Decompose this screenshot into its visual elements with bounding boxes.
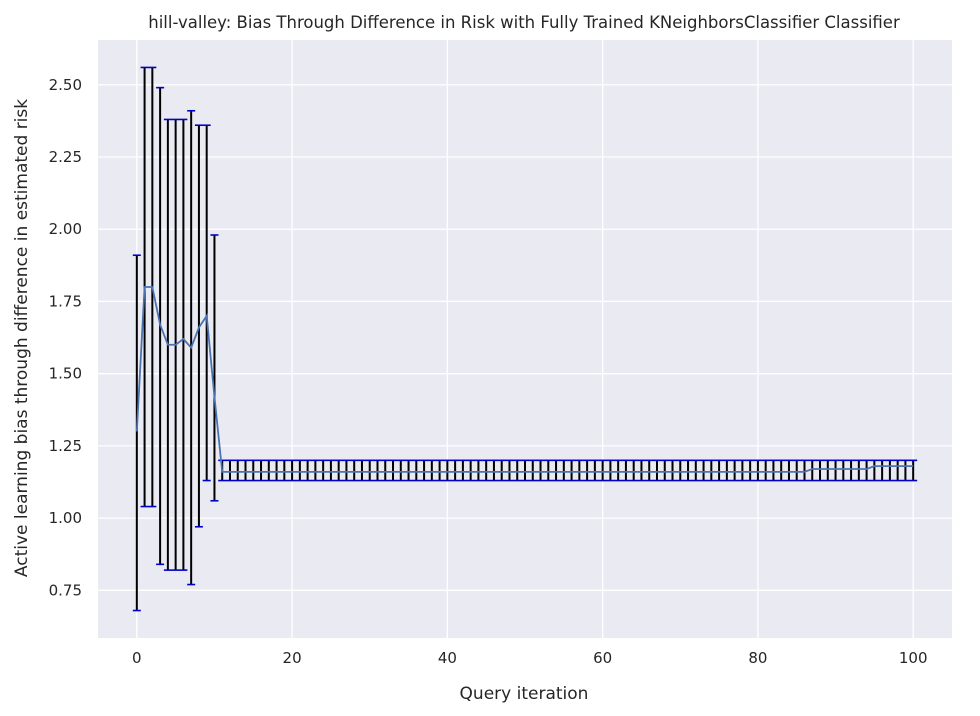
y-tick-label: 1.50	[49, 365, 82, 383]
y-tick-label: 2.00	[49, 220, 82, 238]
plot-background	[98, 40, 952, 638]
y-tick-label: 2.25	[49, 148, 82, 166]
x-tick-labels: 0 20 40 60 80 100	[132, 649, 927, 667]
x-tick-label: 0	[132, 649, 142, 667]
y-tick-label: 0.75	[49, 581, 82, 599]
series-line-group	[135, 286, 914, 473]
chart-title: hill-valley: Bias Through Difference in …	[148, 13, 900, 32]
y-tick-label: 1.75	[49, 292, 82, 310]
y-tick-label: 2.50	[49, 76, 82, 94]
x-tick-label: 80	[748, 649, 767, 667]
y-tick-label: 1.25	[49, 437, 82, 455]
series-line	[135, 286, 914, 473]
y-tick-label: 1.00	[49, 509, 82, 527]
y-axis-label: Active learning bias through difference …	[12, 99, 32, 577]
x-tick-label: 60	[593, 649, 612, 667]
y-tick-labels: 0.75 1.00 1.25 1.50 1.75 2.00 2.25 2.50	[49, 76, 82, 600]
x-tick-label: 100	[899, 649, 928, 667]
x-tick-label: 40	[438, 649, 457, 667]
grid-lines	[98, 40, 952, 638]
x-tick-label: 20	[283, 649, 302, 667]
x-axis-label: Query iteration	[460, 684, 589, 704]
